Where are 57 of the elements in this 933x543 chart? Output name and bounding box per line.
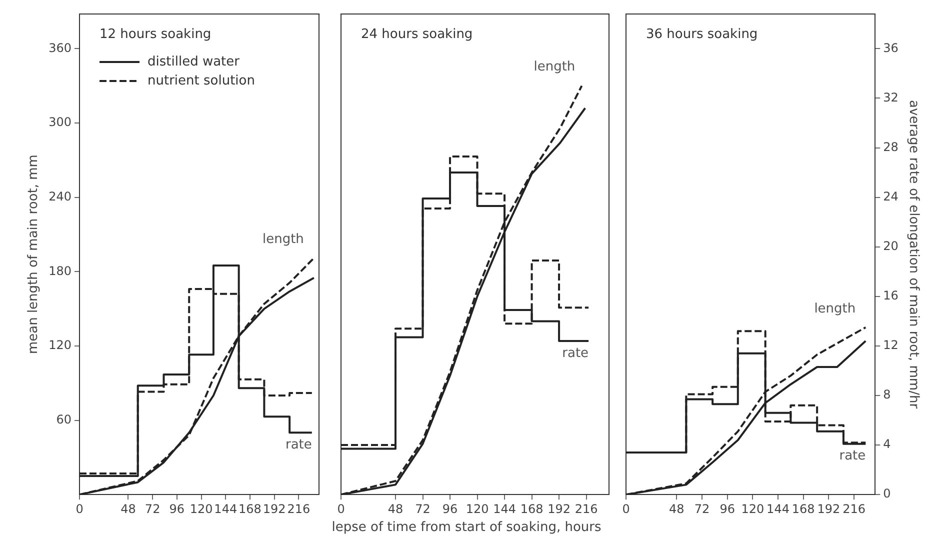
x-tick-label: 120 — [190, 502, 213, 516]
x-tick-label: 0 — [622, 502, 630, 516]
annotation: rate — [562, 346, 589, 361]
y2-tick-label: 20 — [883, 238, 898, 253]
annotation: length — [262, 232, 304, 247]
x-tick-label: 216 — [842, 502, 866, 516]
x-tick-label: 72 — [415, 502, 430, 516]
legend-label: nutrient solution — [148, 73, 255, 88]
x-tick-label: 144 — [493, 502, 516, 516]
y2-tick-label: 28 — [883, 140, 898, 154]
y-tick-label: 300 — [48, 115, 72, 130]
y2-tick-label: 4 — [883, 437, 891, 452]
x-tick-label: 0 — [76, 502, 84, 516]
annotation: rate — [285, 438, 312, 453]
y2-tick-label: 0 — [883, 486, 891, 501]
x-tick-label: 48 — [388, 502, 404, 516]
annotation: rate — [839, 448, 866, 464]
x-tick-label: 0 — [337, 502, 345, 516]
legend-label: distilled water — [148, 54, 240, 70]
y2-tick-label: 24 — [883, 189, 898, 204]
x-tick-label: 168 — [520, 502, 544, 516]
x-tick-label: 144 — [766, 502, 790, 516]
y-tick-label: 360 — [48, 40, 72, 55]
y-axis-title: mean length of main root, mm — [26, 154, 42, 354]
y-tick-label: 120 — [48, 338, 72, 352]
x-tick-label: 192 — [262, 502, 286, 516]
y-tick-label: 180 — [48, 264, 72, 278]
y-tick-label: 240 — [48, 189, 72, 204]
y2-tick-label: 32 — [883, 90, 898, 104]
x-tick-label: 48 — [669, 502, 684, 516]
x-tick-label: 72 — [694, 502, 710, 516]
x-tick-label: 192 — [817, 502, 840, 516]
annotation: length — [814, 301, 856, 316]
x-tick-label: 192 — [548, 502, 570, 516]
y2-tick-label: 16 — [883, 288, 898, 303]
text: 36 hours soaking — [646, 26, 758, 42]
annotation: length — [534, 60, 576, 75]
x-tick-label: 120 — [741, 502, 764, 516]
x-tick-label: 96 — [169, 502, 185, 516]
y2-tick-label: 8 — [883, 388, 891, 402]
x-tick-label: 216 — [574, 502, 598, 516]
x-tick-label: 120 — [466, 502, 489, 516]
x-tick-label: 168 — [792, 502, 815, 516]
x-tick-label: 96 — [720, 502, 735, 516]
text: 12 hours soaking — [100, 26, 212, 42]
x-tick-label: 168 — [238, 502, 262, 516]
x-tick-label: 96 — [442, 502, 458, 516]
y-tick-label: 60 — [56, 412, 72, 426]
y2-tick-label: 36 — [883, 40, 898, 55]
text: 24 hours soaking — [361, 26, 473, 42]
x-tick-label: 144 — [214, 502, 238, 516]
x-tick-label: 72 — [144, 502, 160, 516]
x-tick-label: 48 — [120, 502, 136, 516]
y2-tick-label: 12 — [883, 338, 898, 352]
x-tick-label: 216 — [287, 502, 310, 516]
x-axis-title: lepse of time from start of soaking, hours — [330, 520, 602, 535]
y2-axis-title: average rate of elongation of main root, mm/hr — [906, 100, 921, 410]
